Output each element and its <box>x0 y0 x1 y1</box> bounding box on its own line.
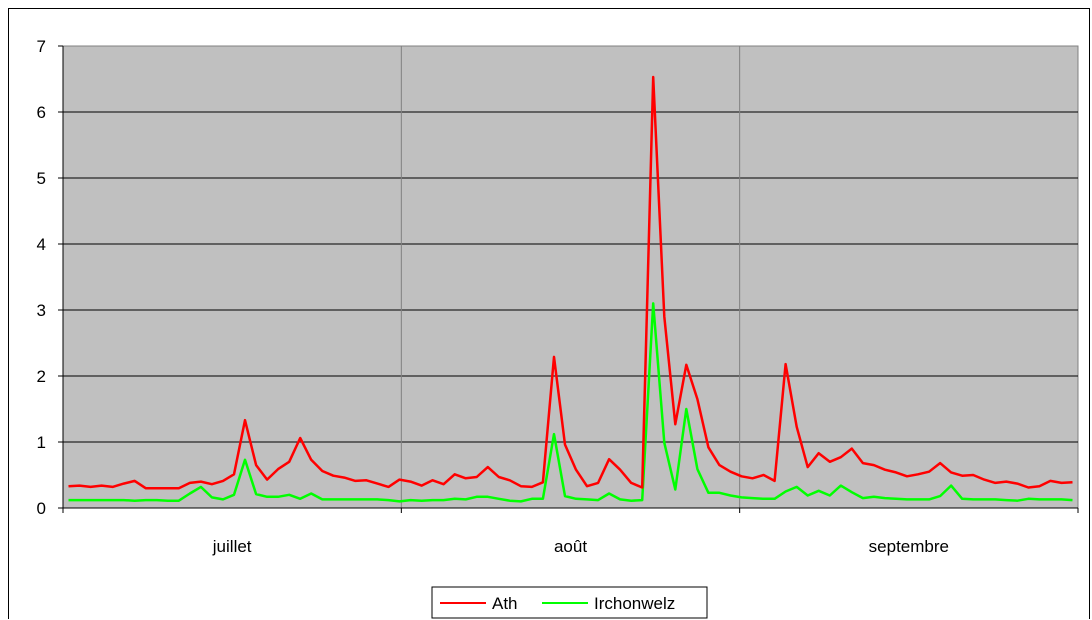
y-tick-label: 7 <box>37 37 46 56</box>
legend-label-irchonwelz: Irchonwelz <box>594 594 675 613</box>
y-tick-label: 5 <box>37 169 46 188</box>
y-tick-label: 6 <box>37 103 46 122</box>
x-category-label: juillet <box>212 537 252 556</box>
y-tick-label: 1 <box>37 433 46 452</box>
category-dividers <box>400 46 741 508</box>
y-tick-label: 4 <box>37 235 46 254</box>
legend-label-ath: Ath <box>492 594 518 613</box>
series-line-irchonwelz <box>68 302 1073 503</box>
plot-area <box>62 45 1079 509</box>
y-tick-label: 2 <box>37 367 46 386</box>
gridlines <box>63 111 1078 443</box>
y-tick-label: 3 <box>37 301 46 320</box>
x-category-label: août <box>554 537 587 556</box>
y-tick-label: 0 <box>37 499 46 518</box>
x-category-label: septembre <box>869 537 949 556</box>
legend: Ath Irchonwelz <box>431 586 708 619</box>
series-line-ath <box>68 75 1073 490</box>
chart-frame <box>8 8 1090 619</box>
y-axis-ticks: 0 1 2 3 4 5 6 7 <box>37 37 1078 518</box>
x-axis-categories: juillet août septembre <box>62 508 1079 556</box>
series-lines <box>68 75 1073 503</box>
